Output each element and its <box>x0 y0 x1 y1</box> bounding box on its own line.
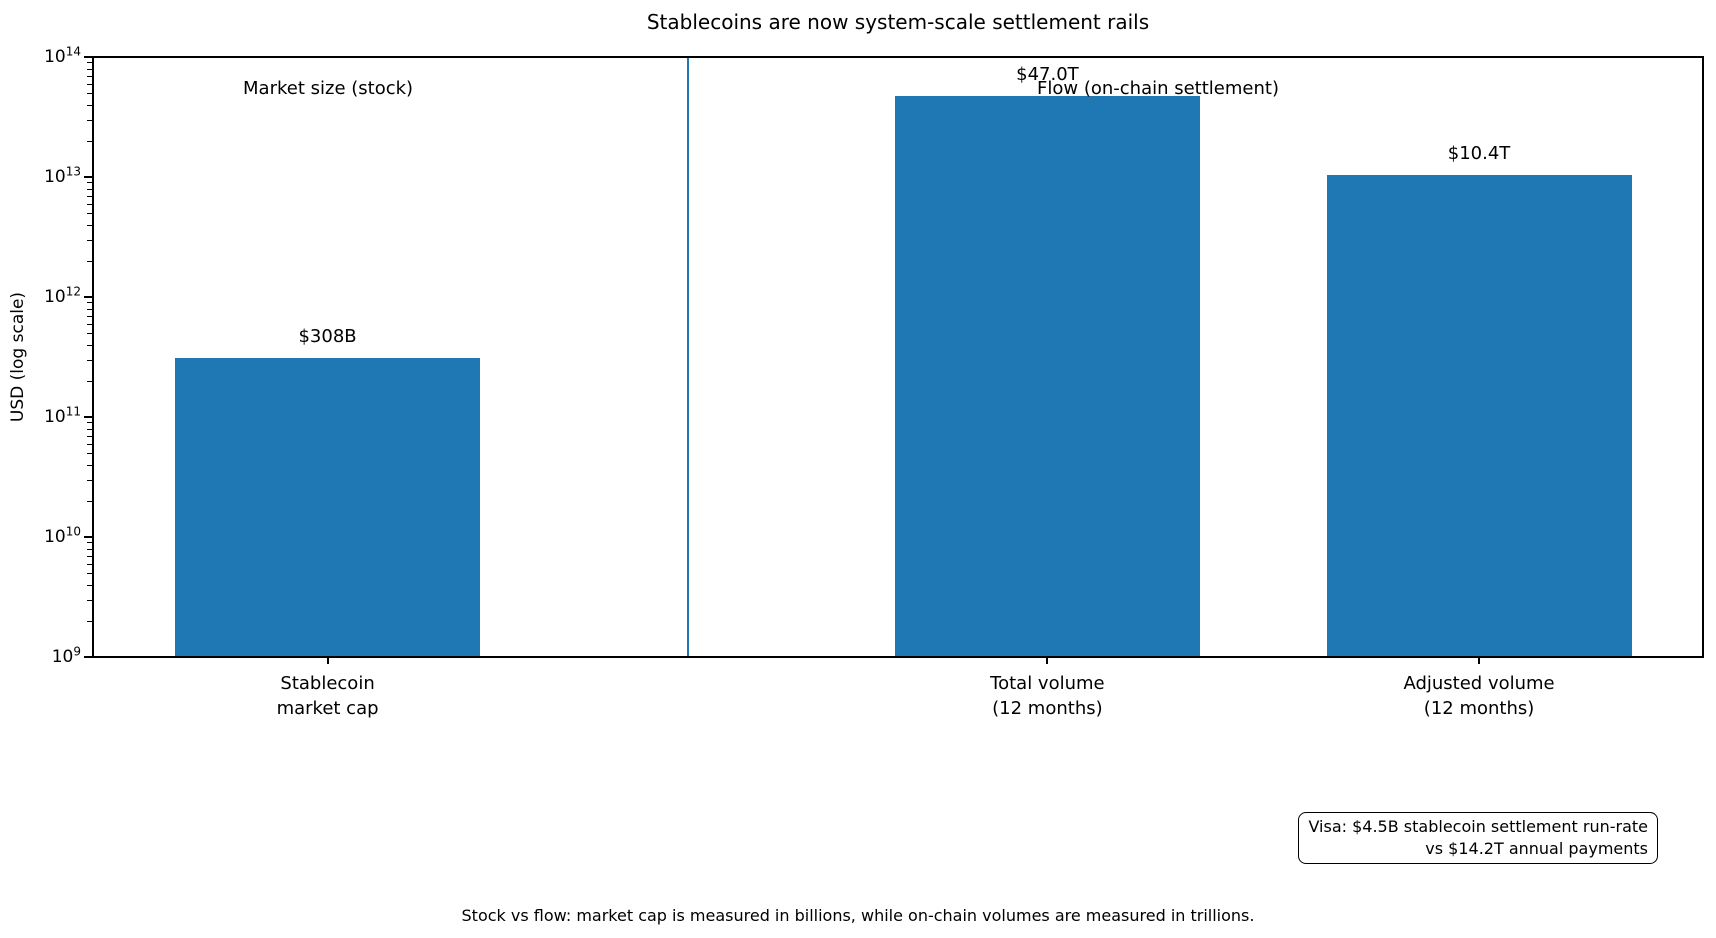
chart-title: Stablecoins are now system-scale settlem… <box>646 10 1150 34</box>
y-major-tick-mark <box>84 56 92 58</box>
y-minor-tick-mark <box>87 203 92 205</box>
y-minor-tick-mark <box>87 599 92 601</box>
y-minor-tick-mark <box>87 195 92 197</box>
y-tick-label: 1011 <box>44 404 81 427</box>
y-minor-tick-mark <box>87 119 92 121</box>
y-tick-label: 1014 <box>44 44 81 67</box>
y-minor-tick-mark <box>87 308 92 310</box>
x-category-label: Adjusted volume (12 months) <box>1403 673 1555 719</box>
y-minor-tick-mark <box>87 443 92 445</box>
y-axis-label: USD (log scale) <box>8 291 28 423</box>
y-minor-tick-mark <box>87 213 92 215</box>
y-minor-tick-mark <box>87 302 92 304</box>
x-tick-mark <box>326 657 329 664</box>
y-minor-tick-mark <box>87 555 92 557</box>
y-major-tick-mark <box>84 176 92 178</box>
annotation-box-line-2: vs $14.2T annual payments <box>1425 838 1648 858</box>
x-tick-mark <box>1478 657 1481 664</box>
y-minor-tick-mark <box>87 422 92 424</box>
y-minor-tick-mark <box>87 563 92 565</box>
y-minor-tick-mark <box>87 428 92 430</box>
y-minor-tick-mark <box>87 260 92 262</box>
bar-value-label: $47.0T <box>1016 64 1079 86</box>
y-minor-tick-mark <box>87 453 92 455</box>
y-major-tick-mark <box>84 296 92 298</box>
y-tick-label: 1013 <box>44 164 81 187</box>
y-minor-tick-mark <box>87 479 92 481</box>
group-label: Market size (stock) <box>243 78 414 99</box>
y-minor-tick-mark <box>87 75 92 77</box>
y-minor-tick-mark <box>87 83 92 85</box>
y-minor-tick-mark <box>87 584 92 586</box>
group-label: Flow (on-chain settlement) <box>1037 78 1279 99</box>
bar-value-label: $308B <box>298 326 357 348</box>
y-tick-label: 1012 <box>44 284 81 307</box>
y-minor-tick-mark <box>87 315 92 317</box>
bar <box>175 358 481 657</box>
y-minor-tick-mark <box>87 104 92 106</box>
bar-value-label: $10.4T <box>1447 142 1511 164</box>
y-minor-tick-mark <box>87 68 92 70</box>
y-minor-tick-mark <box>87 380 92 382</box>
y-major-tick-mark <box>84 536 92 538</box>
y-minor-tick-mark <box>87 239 92 241</box>
annotation-box: Visa: $4.5B stablecoin settlement run-ra… <box>1298 812 1658 864</box>
group-divider-line <box>687 57 690 657</box>
y-minor-tick-mark <box>87 435 92 437</box>
x-tick-mark <box>1046 657 1049 664</box>
y-minor-tick-mark <box>87 548 92 550</box>
y-minor-tick-mark <box>87 333 92 335</box>
y-minor-tick-mark <box>87 93 92 95</box>
bar <box>1326 174 1632 657</box>
x-category-label: Stablecoin market cap <box>276 673 379 719</box>
y-major-tick-mark <box>84 416 92 418</box>
y-minor-tick-mark <box>87 573 92 575</box>
y-minor-tick-mark <box>87 140 92 142</box>
y-major-tick-mark <box>84 656 92 658</box>
y-minor-tick-mark <box>87 182 92 184</box>
y-minor-tick-mark <box>87 62 92 64</box>
y-minor-tick-mark <box>87 224 92 226</box>
y-minor-tick-mark <box>87 620 92 622</box>
figure-caption: Stock vs flow: market cap is measured in… <box>461 906 1255 925</box>
x-category-label: Total volume (12 months) <box>990 673 1105 719</box>
y-minor-tick-mark <box>87 323 92 325</box>
y-minor-tick-mark <box>87 542 92 544</box>
bar <box>894 96 1200 657</box>
plot-area: 109 1010 1011 1012 1013 1014 $308B Stablecoin ma… <box>44 45 1704 719</box>
y-minor-tick-mark <box>87 188 92 190</box>
y-minor-tick-mark <box>87 464 92 466</box>
y-minor-tick-mark <box>87 500 92 502</box>
y-tick-label: 1010 <box>44 524 81 547</box>
y-tick-label: 109 <box>51 644 81 667</box>
y-minor-tick-mark <box>87 359 92 361</box>
annotation-box-line-1: Visa: $4.5B stablecoin settlement run-ra… <box>1308 817 1648 836</box>
y-minor-tick-mark <box>87 344 92 346</box>
